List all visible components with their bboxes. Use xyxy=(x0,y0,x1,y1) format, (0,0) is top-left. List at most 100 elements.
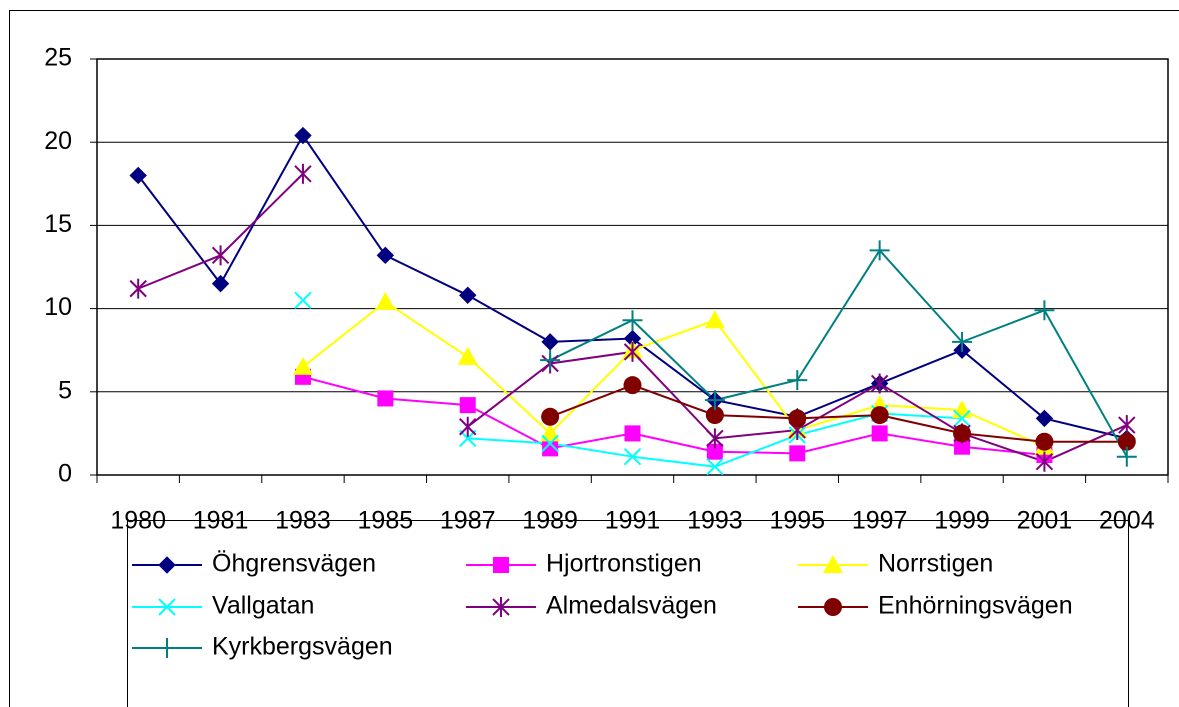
legend-label: Vallgatan xyxy=(212,592,314,620)
marker-shape xyxy=(541,407,560,426)
marker xyxy=(129,166,147,185)
marker-shape xyxy=(1035,409,1054,428)
marker-shape xyxy=(375,291,396,310)
marker xyxy=(954,438,971,455)
legend-label: Almedalsvägen xyxy=(546,592,717,620)
marker xyxy=(292,356,313,375)
legend-label: Norrstigen xyxy=(878,550,993,578)
marker-stroke xyxy=(706,457,724,476)
marker xyxy=(540,423,561,442)
marker xyxy=(541,333,559,351)
marker xyxy=(1035,409,1054,428)
x-tick-label: 2004 xyxy=(1099,507,1155,535)
series-line xyxy=(549,384,1127,443)
marker xyxy=(294,291,312,309)
legend-label: Kyrkbergsvägen xyxy=(212,633,393,661)
marker-shape xyxy=(953,424,972,443)
marker xyxy=(871,425,888,442)
marker xyxy=(158,598,176,616)
marker-stroke xyxy=(623,447,642,466)
x-tick-label: 1980 xyxy=(110,507,166,535)
legend-box xyxy=(127,520,1129,707)
marker xyxy=(211,245,230,266)
marker-shape xyxy=(624,425,641,442)
marker xyxy=(623,376,642,395)
marker xyxy=(1035,451,1054,472)
marker-shape xyxy=(457,346,478,365)
marker xyxy=(129,278,147,299)
marker-shape xyxy=(871,425,888,442)
marker-shape xyxy=(623,376,642,395)
marker-shape xyxy=(823,555,843,573)
marker xyxy=(157,638,177,658)
marker-shape xyxy=(542,440,559,457)
marker-shape xyxy=(211,274,230,293)
marker xyxy=(493,557,509,573)
marker xyxy=(624,425,641,442)
marker xyxy=(704,310,725,329)
marker-shape xyxy=(704,310,725,329)
x-tick-label: 1991 xyxy=(605,507,661,535)
x-tick-label: 1989 xyxy=(522,507,578,535)
marker-stroke xyxy=(294,291,312,309)
marker-shape xyxy=(541,333,559,351)
y-tick-label: 25 xyxy=(44,44,72,72)
marker xyxy=(870,406,889,425)
marker xyxy=(623,447,642,466)
marker xyxy=(1117,432,1136,451)
marker xyxy=(541,434,559,453)
marker-shape xyxy=(377,390,394,407)
legend-label: Öhgrensvägen xyxy=(212,550,376,578)
y-tick-label: 10 xyxy=(44,293,72,321)
marker-shape xyxy=(292,356,313,375)
x-tick-label: 1993 xyxy=(687,507,743,535)
marker xyxy=(459,397,476,414)
marker xyxy=(492,597,510,617)
marker-shape xyxy=(459,397,476,414)
marker xyxy=(952,331,973,352)
marker xyxy=(294,163,312,184)
y-tick-label: 20 xyxy=(44,127,72,155)
marker-shape xyxy=(158,556,176,574)
marker xyxy=(787,370,808,391)
marker xyxy=(823,555,843,573)
marker xyxy=(870,373,889,394)
marker-stroke xyxy=(541,434,559,453)
y-tick-label: 15 xyxy=(44,210,72,238)
marker xyxy=(459,416,477,437)
marker xyxy=(211,274,230,293)
x-tick-label: 1997 xyxy=(852,507,908,535)
marker xyxy=(788,409,807,428)
marker-shape xyxy=(459,286,477,304)
y-tick-label: 0 xyxy=(58,460,72,488)
marker-shape xyxy=(954,438,971,455)
marker xyxy=(622,310,643,331)
marker-shape xyxy=(540,423,561,442)
marker xyxy=(789,445,806,462)
marker-shape xyxy=(1035,432,1054,451)
x-tick-label: 1985 xyxy=(358,507,414,535)
marker-shape xyxy=(493,557,509,573)
marker xyxy=(953,409,971,428)
marker-shape xyxy=(706,443,723,460)
legend-label: Enhörningsvägen xyxy=(878,592,1073,620)
marker xyxy=(457,346,478,365)
marker xyxy=(158,556,176,574)
marker xyxy=(540,350,561,371)
marker-shape xyxy=(788,409,807,428)
marker xyxy=(1116,446,1137,467)
marker-shape xyxy=(705,406,724,425)
marker xyxy=(623,341,642,362)
marker xyxy=(1034,300,1055,321)
marker-shape xyxy=(870,406,889,425)
marker xyxy=(706,457,724,476)
x-tick-label: 1983 xyxy=(275,507,331,535)
marker xyxy=(459,286,477,304)
x-tick-label: 2001 xyxy=(1017,507,1073,535)
marker-shape xyxy=(129,166,147,185)
marker xyxy=(541,407,560,426)
marker-shape xyxy=(824,598,842,616)
marker-stroke xyxy=(158,598,176,616)
marker xyxy=(704,390,725,411)
